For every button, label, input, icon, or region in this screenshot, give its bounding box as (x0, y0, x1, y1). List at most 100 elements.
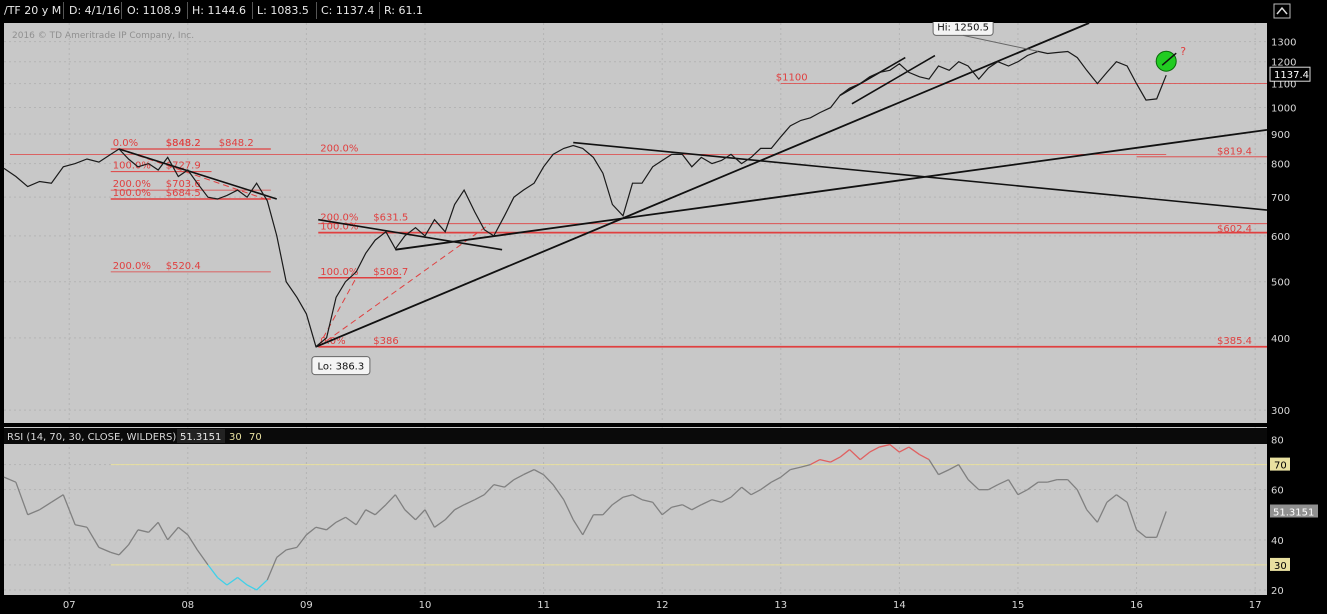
last-price-label: 1137.4 (1274, 70, 1309, 81)
fib-price-label: $631.5 (373, 213, 408, 224)
date-readout: D: 4/1/16 (69, 4, 121, 17)
rsi-line-segment (415, 509, 426, 521)
rsi-line-segment (572, 519, 584, 536)
rsi-line-segment (444, 509, 456, 521)
fib-price-label: $848.2 (219, 138, 254, 149)
header-divider (187, 2, 188, 19)
time-axis-tick-label: 12 (656, 600, 669, 611)
high-callout-pointer (963, 34, 1039, 52)
rsi-line-segment (110, 551, 120, 556)
rsi-line-segment (839, 449, 850, 458)
rsi-line-segment (869, 446, 880, 453)
rsi-line-segment (908, 446, 920, 456)
rsi-line-segment (1106, 494, 1117, 503)
rsi-line-segment (632, 494, 643, 501)
rsi-line-segment (345, 516, 357, 526)
low-callout-box (311, 356, 371, 376)
rsi-line-segment (493, 484, 505, 488)
rsi-line-segment (533, 469, 544, 476)
rsi-line-segment (1027, 481, 1039, 491)
rsi-70-tag-label: 70 (1274, 461, 1287, 472)
rsi-line-segment (513, 474, 524, 481)
rsi-line-segment (1007, 479, 1019, 496)
rsi-line-segment (671, 504, 683, 508)
rsi-line-segment (374, 504, 387, 516)
rsi-line-segment (296, 534, 307, 548)
question-mark-annotation: ? (1180, 45, 1186, 58)
rsi-oversold-legend: 30 (229, 432, 242, 443)
fib-fan-line (317, 277, 357, 348)
trendline (318, 218, 503, 251)
rsi-line-segment (563, 499, 574, 521)
axes: 300 400 500 600 700 800 900 1000 1100 1200 1300 20 4… (63, 38, 1297, 611)
range-readout: R: 61.1 (384, 4, 423, 17)
rsi-line-segment (552, 484, 565, 501)
rsi-line-segment (62, 494, 76, 526)
rsi-line-segment (276, 549, 287, 558)
price-axis-tick-label: 900 (1271, 130, 1290, 141)
rsi-study-title: RSI (14, 70, 30, CLOSE, WILDERS) (7, 432, 176, 443)
rsi-line-segment (701, 499, 713, 506)
fib-percent-label: 100.0% (320, 222, 358, 233)
rsi-line-segment (1126, 502, 1138, 531)
rsi-line-segment (187, 534, 198, 551)
symbol-label[interactable]: /TF 20 y M (4, 4, 62, 17)
rsi-overbought-legend: 70 (249, 432, 262, 443)
rsi-line-segment (830, 456, 841, 463)
rsi-line-segment (98, 546, 111, 553)
rsi-line-segment (306, 526, 317, 536)
fib-percent-label: 200.0% (320, 213, 358, 224)
rsi-line-segment (859, 451, 871, 461)
rsi-line-segment (335, 516, 346, 523)
rsi-line-segment (958, 464, 969, 481)
rsi-line-segment (148, 521, 159, 533)
rsi-line-segment (988, 484, 999, 491)
rsi-line-segment (1067, 479, 1078, 491)
fib-percent-label: 0.0% (320, 336, 345, 347)
fib-percent-label: 0.0% (113, 138, 138, 149)
rsi-line-segment (721, 496, 732, 503)
rsi-line-segment (770, 476, 782, 483)
rsi-line-segment (256, 579, 268, 591)
header-divider (316, 2, 317, 19)
rsi-line-segment (474, 494, 485, 501)
rsi-line-segment (967, 479, 980, 491)
green-marker-arrow (1161, 52, 1177, 66)
rsi-line-segment (612, 496, 624, 506)
rsi-line-segment (385, 494, 396, 506)
rsi-panel-background (4, 427, 1267, 595)
rsi-axis-tick-label: 20 (1271, 586, 1284, 597)
rsi-line-segment (730, 486, 743, 498)
rsi-line-segment (51, 494, 64, 503)
rsi-line-segment (641, 499, 653, 503)
low-callout-label: Lo: 386.3 (318, 362, 365, 373)
fib-fan-line (317, 223, 491, 348)
rsi-line-segment (849, 449, 861, 461)
rsi-line-segment (463, 499, 476, 506)
rsi-line-segment (483, 484, 495, 496)
rsi-line-segment (86, 526, 100, 548)
rsi-line-segment (602, 504, 613, 516)
rsi-line-segment (27, 509, 40, 516)
trendline (573, 141, 1268, 211)
time-axis-tick-label: 09 (300, 600, 313, 611)
rsi-line-segment (800, 463, 811, 468)
fib-price-label: $386 (373, 336, 398, 347)
trendline (851, 54, 936, 105)
rsi-line-segment (75, 524, 88, 528)
trendline (839, 56, 906, 96)
fib-price-label: $848.2 (166, 138, 201, 149)
price-axis-tick-label: 1300 (1271, 38, 1296, 49)
rsi-line-segment (246, 584, 257, 591)
rsi-line-segment (504, 479, 515, 488)
rsi-line-segment (879, 443, 891, 448)
fib-percent-label: 100.0% (113, 161, 151, 172)
rsi-line-segment (424, 509, 436, 528)
rsi-line-segment (404, 509, 416, 521)
rsi-last-value-tag (1270, 504, 1318, 518)
collapse-panel-icon[interactable] (1273, 3, 1291, 19)
rsi-line-segment (217, 576, 228, 586)
time-axis-tick-label: 14 (893, 600, 906, 611)
rsi-line-segment (691, 504, 702, 511)
